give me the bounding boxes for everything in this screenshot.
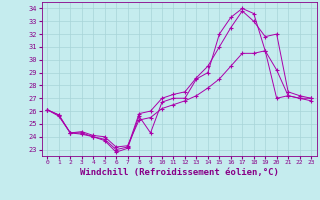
X-axis label: Windchill (Refroidissement éolien,°C): Windchill (Refroidissement éolien,°C): [80, 168, 279, 177]
